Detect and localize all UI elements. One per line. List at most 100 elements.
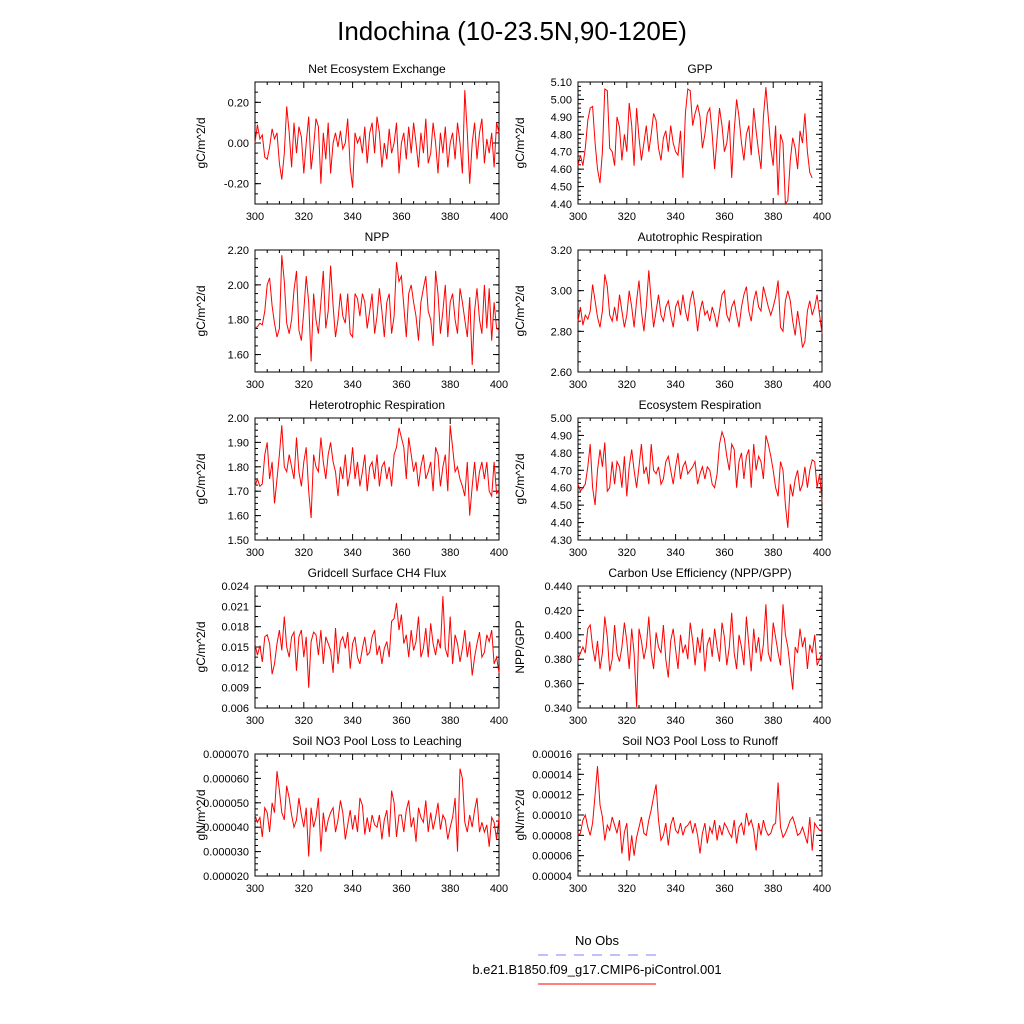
y-tick-label: 4.70 <box>551 147 572 159</box>
x-tick-label: 360 <box>715 211 733 223</box>
plot-frame <box>577 753 823 877</box>
y-tick-label: 0.000060 <box>203 773 249 785</box>
y-tick-label: 0.00012 <box>532 790 572 802</box>
y-tick-label: 1.90 <box>228 437 249 449</box>
y-tick-label: 0.00 <box>228 138 249 150</box>
y-axis-label: gC/m^2/d <box>194 118 208 169</box>
x-tick-label: 300 <box>569 715 587 727</box>
y-axis-label: gC/m^2/d <box>194 622 208 673</box>
y-tick-label: 5.00 <box>551 94 572 106</box>
x-tick-label: 400 <box>813 379 831 391</box>
chart-panel: Gridcell Surface CH4 Flux gC/m^2/d 300 320 3… <box>194 566 508 727</box>
x-tick-label: 340 <box>666 379 684 391</box>
y-tick-label: 0.018 <box>221 622 249 634</box>
series-line <box>254 90 500 188</box>
y-tick-label: 4.90 <box>551 112 572 124</box>
y-tick-label: 0.400 <box>544 630 572 642</box>
x-tick-label: 360 <box>392 379 410 391</box>
y-tick-label: 0.380 <box>544 654 572 666</box>
plot-frame <box>577 81 823 205</box>
panel-title: Soil NO3 Pool Loss to Runoff <box>622 734 779 748</box>
legend-label-model: b.e21.B1850.f09_g17.CMIP6-piControl.001 <box>472 962 721 977</box>
x-tick-label: 400 <box>490 211 508 223</box>
series-line <box>577 766 823 861</box>
y-axis-label: gC/m^2/d <box>194 454 208 505</box>
x-tick-label: 300 <box>246 379 264 391</box>
series-line <box>254 596 500 688</box>
chart-panel: Soil NO3 Pool Loss to Leaching gN/m^2/d 30… <box>194 734 508 895</box>
panel-title: Gridcell Surface CH4 Flux <box>308 566 447 580</box>
panel-title: Carbon Use Efficiency (NPP/GPP) <box>608 566 791 580</box>
chart-panel: Net Ecosystem Exchange gC/m^2/d 300 320 340 3… <box>194 62 508 223</box>
x-tick-label: 320 <box>295 715 313 727</box>
panel-title: GPP <box>687 62 712 76</box>
chart-panel: Heterotrophic Respiration gC/m^2/d 300 320 3… <box>194 398 508 559</box>
y-tick-label: 4.50 <box>551 182 572 194</box>
panel-title: NPP <box>365 230 390 244</box>
x-tick-label: 380 <box>764 547 782 559</box>
y-tick-label: 0.006 <box>221 703 249 715</box>
x-tick-label: 380 <box>441 547 459 559</box>
chart-panel: Carbon Use Efficiency (NPP/GPP) NPP/GPP 30… <box>513 566 831 727</box>
x-tick-label: 400 <box>490 715 508 727</box>
y-tick-label: -0.20 <box>224 179 249 191</box>
y-tick-label: 0.00004 <box>532 871 572 883</box>
series-line <box>254 768 500 857</box>
plot-frame <box>254 81 500 205</box>
y-tick-label: 4.60 <box>551 164 572 176</box>
x-tick-label: 380 <box>441 715 459 727</box>
x-tick-label: 340 <box>666 547 684 559</box>
x-tick-label: 380 <box>441 211 459 223</box>
y-tick-label: 4.60 <box>551 483 572 495</box>
panel-title: Soil NO3 Pool Loss to Leaching <box>292 734 461 748</box>
y-tick-label: 0.360 <box>544 679 572 691</box>
x-tick-label: 340 <box>666 211 684 223</box>
y-tick-label: 4.80 <box>551 129 572 141</box>
x-tick-label: 320 <box>295 211 313 223</box>
series-line <box>577 270 823 348</box>
series-line <box>254 425 500 519</box>
x-tick-label: 400 <box>813 715 831 727</box>
y-tick-label: 4.90 <box>551 430 572 442</box>
x-tick-label: 380 <box>764 715 782 727</box>
x-tick-label: 360 <box>715 883 733 895</box>
x-tick-label: 340 <box>343 379 361 391</box>
x-tick-label: 340 <box>343 211 361 223</box>
x-tick-label: 340 <box>666 715 684 727</box>
y-tick-label: 2.80 <box>551 326 572 338</box>
y-tick-label: 4.50 <box>551 500 572 512</box>
x-tick-label: 300 <box>569 547 587 559</box>
y-tick-label: 0.009 <box>221 683 249 695</box>
y-tick-label: 0.00006 <box>532 851 572 863</box>
x-tick-label: 320 <box>618 379 636 391</box>
y-axis-label: NPP/GPP <box>513 620 527 673</box>
y-axis-label: gC/m^2/d <box>513 454 527 505</box>
x-tick-label: 400 <box>490 547 508 559</box>
y-tick-label: 0.000020 <box>203 871 249 883</box>
x-tick-label: 360 <box>392 211 410 223</box>
x-tick-label: 400 <box>813 883 831 895</box>
x-tick-label: 380 <box>764 883 782 895</box>
series-line <box>254 255 500 366</box>
plot-frame <box>254 417 500 541</box>
legend-label-no-obs: No Obs <box>575 933 620 948</box>
y-tick-label: 0.000050 <box>203 798 249 810</box>
chart-panel: NPP gC/m^2/d 300 320 340 360 380 400 1.60 1.80 2.0… <box>194 230 508 391</box>
x-tick-label: 300 <box>246 547 264 559</box>
x-tick-label: 360 <box>392 715 410 727</box>
x-tick-label: 380 <box>764 379 782 391</box>
y-tick-label: 0.00016 <box>532 749 572 761</box>
x-tick-label: 360 <box>392 547 410 559</box>
x-tick-label: 360 <box>715 547 733 559</box>
chart-panel: GPP gC/m^2/d 300 320 340 360 380 400 4.40 4.50 4.6… <box>513 62 831 223</box>
y-tick-label: 3.00 <box>551 286 572 298</box>
y-tick-label: 5.00 <box>551 413 572 425</box>
y-tick-label: 4.40 <box>551 518 572 530</box>
x-tick-label: 340 <box>666 883 684 895</box>
x-tick-label: 360 <box>715 379 733 391</box>
x-tick-label: 300 <box>246 715 264 727</box>
plot-frame <box>577 585 823 709</box>
x-tick-label: 320 <box>618 211 636 223</box>
y-tick-label: 0.000070 <box>203 749 249 761</box>
